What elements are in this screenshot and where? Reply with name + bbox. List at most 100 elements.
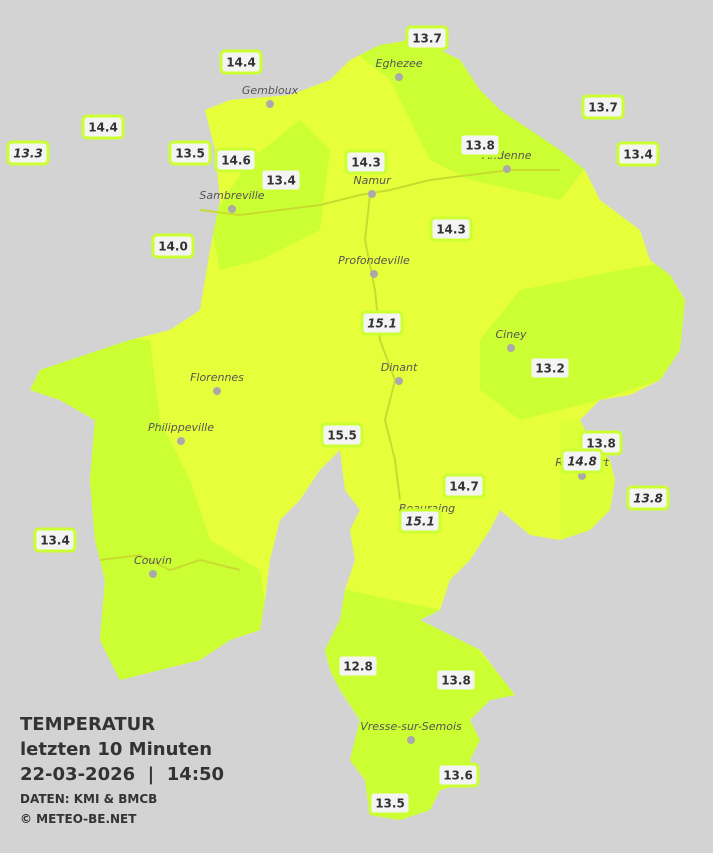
city-name: Florennes — [190, 371, 244, 384]
city-name: Couvin — [134, 554, 172, 567]
station: 13.6 — [436, 762, 480, 788]
station: 14.4 — [81, 114, 125, 140]
station: 13.7 — [581, 94, 625, 120]
subtitle: letzten 10 Minuten — [20, 739, 212, 760]
station: 13.8 — [458, 132, 502, 158]
station-box — [33, 527, 77, 553]
station-temp: 14.7 — [449, 480, 479, 494]
station-temp: 13.7 — [588, 101, 618, 115]
station-box — [214, 147, 258, 173]
station: 14.0 — [151, 233, 195, 259]
station-temp: 13.7 — [412, 32, 442, 46]
station-box — [429, 216, 473, 242]
station-temp: 15.1 — [367, 317, 397, 331]
station-temp: 14.3 — [436, 223, 466, 237]
copyright: © METEO-BE.NET — [20, 812, 137, 826]
station: 14.8 — [560, 448, 604, 474]
city-name: Vresse-sur-Semois — [360, 720, 462, 733]
station: 14.4 — [219, 49, 263, 75]
station-box — [528, 355, 572, 381]
station-box — [151, 233, 195, 259]
station: 14.3 — [344, 149, 388, 175]
station-temp: 13.6 — [443, 769, 473, 783]
station-box — [168, 140, 212, 166]
river — [363, 194, 401, 501]
city-name: Eghezee — [376, 57, 423, 70]
station: 14.7 — [442, 473, 486, 499]
station: 12.8 — [336, 653, 380, 679]
city-dot — [395, 377, 403, 385]
station: 13.8 — [434, 667, 478, 693]
city-dot — [266, 100, 274, 108]
station: 14.6 — [214, 147, 258, 173]
station-box — [320, 422, 364, 448]
city-dot — [213, 387, 221, 395]
station-box — [336, 653, 380, 679]
station-temp: 14.0 — [158, 240, 188, 254]
station: 13.4 — [33, 527, 77, 553]
timestamp: 22-03-2026 | 14:50 — [20, 764, 224, 785]
city-dot — [503, 165, 511, 173]
station-box — [560, 448, 604, 474]
city-name: Sambreville — [199, 189, 264, 202]
station-box — [405, 25, 449, 51]
station-box — [398, 508, 442, 534]
station: 13.4 — [259, 167, 303, 193]
city-dot — [507, 344, 515, 352]
river — [99, 553, 241, 572]
source: DATEN: KMI & BMCB — [20, 792, 157, 806]
station-temp: 14.4 — [226, 56, 256, 70]
title: TEMPERATUR — [20, 714, 155, 735]
station-box — [616, 141, 660, 167]
station-temp: 13.8 — [465, 139, 495, 153]
station-box — [458, 132, 502, 158]
city-dot — [395, 73, 403, 81]
station-box — [626, 485, 670, 511]
station-temp: 14.6 — [221, 154, 251, 168]
station-temp: 13.4 — [623, 148, 653, 162]
city-dot — [368, 190, 376, 198]
city-name: Dinant — [381, 361, 418, 374]
station-box — [368, 790, 412, 816]
station-temp: 13.5 — [375, 797, 405, 811]
station: 15.1 — [398, 508, 442, 534]
station-box — [436, 762, 480, 788]
station: 13.5 — [168, 140, 212, 166]
station: 13.8 — [626, 485, 670, 511]
city-name: Profondeville — [338, 254, 410, 267]
station-temp: 13.2 — [535, 362, 565, 376]
station-temp: 13.4 — [40, 534, 70, 548]
station-temp: 14.4 — [88, 121, 118, 135]
city-name: Namur — [353, 174, 392, 187]
station: 14.3 — [429, 216, 473, 242]
station: 13.2 — [528, 355, 572, 381]
station-temp: 13.8 — [633, 492, 663, 506]
station-temp: 12.8 — [343, 660, 373, 674]
city-name: Gembloux — [242, 84, 299, 97]
city-dot — [149, 570, 157, 578]
station-box — [219, 49, 263, 75]
station-temp: 13.8 — [586, 437, 616, 451]
station-temp: 13.4 — [266, 174, 296, 188]
station: 15.1 — [360, 310, 404, 336]
station-box — [81, 114, 125, 140]
station-temp: 13.5 — [175, 147, 205, 161]
station-temp: 15.1 — [405, 515, 435, 529]
city-dot — [370, 270, 378, 278]
station-box — [344, 149, 388, 175]
station: 13.5 — [368, 790, 412, 816]
station-temp: 13.8 — [441, 674, 471, 688]
city-name: Philippeville — [148, 421, 214, 434]
station: 13.7 — [405, 25, 449, 51]
station-temp: 14.3 — [351, 156, 381, 170]
cities: EghezeeGemblouxAndenneNamurSambrevillePr… — [134, 57, 609, 744]
station-box — [581, 94, 625, 120]
station: 13.3 — [6, 140, 50, 166]
city-dot — [228, 205, 236, 213]
station: 13.4 — [616, 141, 660, 167]
station-box — [6, 140, 50, 166]
city-dot — [578, 472, 586, 480]
station: 15.5 — [320, 422, 364, 448]
station-box — [442, 473, 486, 499]
